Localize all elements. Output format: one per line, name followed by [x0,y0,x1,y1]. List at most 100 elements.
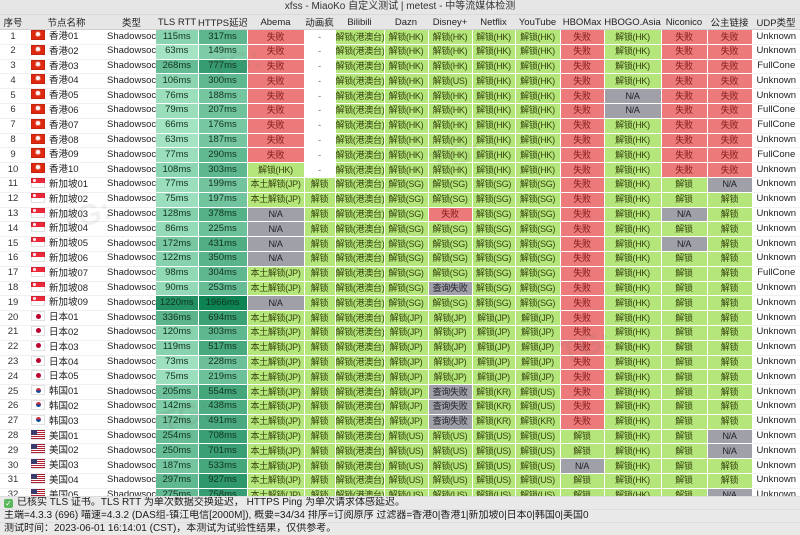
https-ping-cell: 533ms [198,458,248,474]
abema-cell: 解锁(HK) [247,162,305,178]
hbogo-asia-cell: 解锁(HK) [604,266,662,282]
udp-type-cell: Unknown [752,369,800,386]
dazn-cell: 解锁(HK) [384,59,429,75]
node-name: 新加坡01 [49,178,89,190]
row-index: 1 [0,29,26,45]
table-row: 5香港05Shadowsocks76ms188ms失败-解锁(港澳台)解锁(HK… [0,88,800,104]
node-type: Shadowsocks [107,340,156,356]
disney-plus-cell: 解锁(HK) [428,29,473,45]
netflix-cell: 解锁(KR) [472,399,516,415]
netflix-cell: 解锁(HK) [472,88,516,104]
youtube-cell: 解锁(SG) [515,251,561,267]
node-name-cell: 香港02 [26,44,107,60]
tls-rtt-cell: 106ms [156,73,199,90]
dazn-cell: 解锁(JP) [384,399,429,415]
table-row: 7香港07Shadowsocks66ms176ms失败-解锁(港澳台)解锁(HK… [0,118,800,134]
node-name-cell: 韩国01 [26,384,107,400]
disney-plus-cell: 解锁(SG) [428,192,473,208]
anime-crazy-cell: 解锁 [304,340,336,356]
node-name-cell: 香港01 [26,29,107,45]
anime-crazy-cell: 解锁 [304,281,336,297]
netflix-cell: 解锁(JP) [472,340,516,356]
youtube-cell: 解锁(SG) [515,177,561,193]
youtube-cell: 解锁(SG) [515,295,561,312]
youtube-cell: 解锁(JP) [515,355,561,371]
youtube-cell: 解锁(HK) [515,118,561,134]
node-type: Shadowsocks [107,192,156,208]
abema-cell: 本土解锁(JP) [247,369,305,386]
hbomax-cell: 失败 [560,207,605,223]
anime-crazy-cell: 解锁 [304,414,336,430]
footer: ✓ 已核实 TLS 证书。TLS RTT 为单次数据交换延迟， HTTPS Pin… [0,496,800,535]
sg-flag-icon [31,296,45,307]
node-name: 韩国01 [49,386,79,398]
node-name-cell: 日本01 [26,310,107,326]
tls-rtt-cell: 297ms [156,473,199,489]
hbomax-cell: 失败 [560,177,605,193]
disney-plus-cell: 解锁(HK) [428,118,473,134]
hbomax-cell: 失败 [560,221,605,238]
dazn-cell: 解锁(JP) [384,369,429,386]
node-type: Shadowsocks [107,399,156,415]
youtube-cell: 解锁(SG) [515,281,561,297]
niconico-cell: 解锁 [661,281,708,297]
column-header-12: HBOMax [560,15,604,30]
dazn-cell: 解锁(SG) [384,207,429,223]
udp-type-cell: Unknown [752,207,800,223]
dazn-cell: 解锁(SG) [384,177,429,193]
abema-cell: 失败 [247,88,305,104]
jp-flag-icon [31,311,45,322]
niconico-cell: 解锁 [661,251,708,267]
dazn-cell: 解锁(HK) [384,29,429,45]
niconico-cell: 解锁 [661,177,708,193]
table-row: 12新加坡02Shadowsocks75ms197ms本土解锁(JP)解锁解锁(… [0,192,800,208]
abema-cell: N/A [247,236,305,252]
tls-rtt-cell: 73ms [156,355,199,371]
udp-type-cell: Unknown [752,473,800,489]
tls-rtt-cell: 250ms [156,443,199,460]
node-name: 美国01 [49,430,79,442]
disney-plus-cell: 解锁(JP) [428,310,473,326]
https-ping-cell: 219ms [198,369,248,386]
node-name: 香港03 [49,60,79,72]
node-type: Shadowsocks [107,384,156,400]
bilibili-cell: 解锁(港澳台) [335,384,385,400]
abema-cell: 失败 [247,133,305,149]
node-name-cell: 香港09 [26,147,107,164]
dazn-cell: 解锁(SG) [384,295,429,312]
https-ping-cell: 199ms [198,177,248,193]
column-header-2: 类型 [107,15,156,30]
hbomax-cell: 失败 [560,340,605,356]
youtube-cell: 解锁(HK) [515,162,561,178]
abema-cell: 本土解锁(JP) [247,192,305,208]
us-flag-icon [31,459,45,470]
bilibili-cell: 解锁(港澳台) [335,236,385,252]
node-name: 美国04 [49,474,79,486]
udp-type-cell: Unknown [752,414,800,430]
node-type: Shadowsocks [107,414,156,430]
node-type: Shadowsocks [107,177,156,193]
abema-cell: N/A [247,295,305,312]
row-index: 10 [0,162,26,178]
netflix-cell: 解锁(HK) [472,118,516,134]
udp-type-cell: Unknown [752,310,800,326]
anime-crazy-cell: 解锁 [304,310,336,326]
hbomax-cell: 失败 [560,355,605,371]
dazn-cell: 解锁(SG) [384,251,429,267]
table-row: 18新加坡08Shadowsocks90ms253ms本土解锁(JP)解锁解锁(… [0,281,800,297]
table-row: 17新加坡07Shadowsocks98ms304ms本土解锁(JP)解锁解锁(… [0,266,800,282]
node-type: Shadowsocks [107,236,156,252]
node-name: 美国05 [49,490,79,501]
abema-cell: 本土解锁(JP) [247,266,305,282]
table-row: 15新加坡05Shadowsocks172ms431msN/A解锁解锁(港澳台)… [0,236,800,252]
column-header-14: Niconico [661,15,707,30]
disney-plus-cell: 解锁(HK) [428,147,473,164]
hbogo-asia-cell: 解锁(HK) [604,429,662,445]
udp-type-cell: Unknown [752,236,800,252]
disney-plus-cell: 解锁(SG) [428,236,473,252]
hbomax-cell: 失败 [560,73,605,90]
table-row: 23日本04Shadowsocks73ms228ms本土解锁(JP)解锁解锁(港… [0,355,800,371]
udp-type-cell: FullCone [752,147,800,164]
hbomax-cell: 失败 [560,236,605,252]
netflix-cell: 解锁(US) [472,429,516,445]
